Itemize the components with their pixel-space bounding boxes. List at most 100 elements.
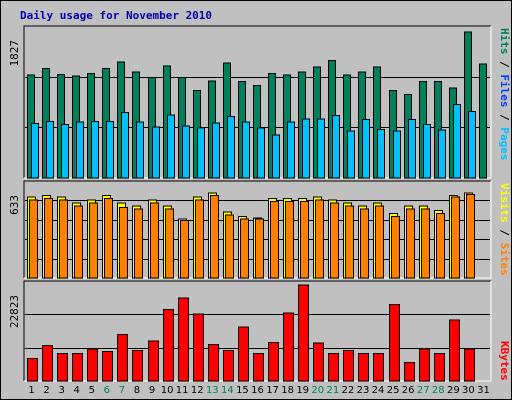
bar-pages [91, 120, 99, 179]
day-label: 10 [161, 385, 174, 396]
day-label: 22 [342, 385, 355, 396]
bar-sites [270, 201, 279, 279]
bar-pages [423, 124, 431, 179]
legend-sites: Sites [498, 243, 511, 276]
bar-pages [453, 103, 461, 179]
day-label: 5 [89, 385, 95, 396]
bar-sites [59, 199, 68, 279]
bar-kbytes [328, 353, 339, 382]
bar-pages [257, 127, 265, 179]
day-label: 15 [236, 385, 249, 396]
day-label: 19 [296, 385, 309, 396]
day-label: 21 [326, 385, 339, 396]
bar-kbytes [404, 361, 415, 382]
day-label: 16 [251, 385, 264, 396]
bar-pages [468, 111, 476, 179]
day-label: 27 [417, 385, 430, 396]
day-label: 17 [266, 385, 279, 396]
legend-separator: / [498, 108, 511, 128]
day-label: 4 [74, 385, 80, 396]
bar-pages [182, 125, 190, 179]
bar-kbytes [102, 351, 113, 382]
bar-sites [466, 193, 475, 279]
bar-sites [74, 205, 83, 279]
bar-sites [210, 195, 219, 279]
bar-sites [165, 208, 174, 279]
bar-pages [272, 134, 280, 179]
bar-kbytes [283, 312, 294, 382]
bar-pages [152, 126, 160, 179]
legend-visits: Visits [498, 183, 511, 223]
day-label: 20 [311, 385, 324, 396]
bar-pages [212, 122, 220, 179]
bar-kbytes [27, 358, 38, 382]
bar-sites [119, 206, 128, 279]
bar-kbytes [313, 342, 324, 382]
bar-sites [225, 214, 234, 279]
bar-sites [375, 205, 384, 279]
day-label: 14 [221, 385, 234, 396]
bar-kbytes [223, 349, 234, 382]
bar-kbytes [193, 313, 204, 382]
day-label: 2 [43, 385, 49, 396]
day-label: 13 [206, 385, 219, 396]
hits-panel-max-label: 1827 [8, 40, 21, 67]
visits-panel-border-dark [23, 180, 491, 278]
bar-sites [300, 201, 309, 279]
bar-pages [121, 111, 129, 179]
day-label: 25 [387, 385, 400, 396]
day-label: 24 [372, 385, 385, 396]
bar-kbytes [464, 348, 475, 382]
bar-sites [29, 199, 38, 279]
bar-kbytes [72, 353, 83, 382]
bar-sites [315, 199, 324, 279]
bar-pages [377, 128, 385, 179]
bar-pages [227, 115, 235, 179]
bar-pages [76, 121, 84, 179]
bar-kbytes [148, 340, 159, 382]
bar-pages [287, 121, 295, 179]
day-label: 30 [462, 385, 475, 396]
hits-panel-border-dark [23, 25, 491, 178]
bar-kbytes [42, 345, 53, 382]
bar-kbytes [343, 349, 354, 382]
bar-pages [332, 115, 340, 179]
bar-sites [195, 199, 204, 279]
bar-pages [106, 120, 114, 179]
legend-separator: / [498, 55, 511, 75]
kbytes-panel-border-dark [23, 280, 491, 381]
bar-sites [360, 208, 369, 279]
day-label: 29 [447, 385, 460, 396]
bar-sites [421, 208, 430, 279]
day-label: 11 [176, 385, 189, 396]
bar-kbytes [57, 353, 68, 382]
legend-files: Files [498, 74, 511, 107]
day-label: 28 [432, 385, 445, 396]
day-label: 9 [149, 385, 155, 396]
legend-hits: Hits [498, 28, 511, 55]
bar-pages [31, 123, 39, 179]
bar-sites [44, 198, 53, 279]
bar-kbytes [132, 349, 143, 382]
bar-sites [406, 208, 415, 279]
day-label: 1 [28, 385, 34, 396]
day-label: 8 [134, 385, 140, 396]
bar-pages [438, 129, 446, 179]
bar-pages [167, 114, 175, 179]
bar-sites [134, 208, 143, 279]
bar-kbytes [253, 353, 264, 382]
day-label: 7 [119, 385, 125, 396]
day-label: 31 [477, 385, 490, 396]
bar-pages [408, 119, 416, 179]
bar-sites [330, 202, 339, 279]
bar-kbytes [419, 348, 430, 382]
bar-pages [362, 119, 370, 179]
day-label: 18 [281, 385, 294, 396]
bar-pages [197, 127, 205, 179]
bar-sites [391, 215, 400, 279]
bar-kbytes [298, 284, 309, 382]
bar-kbytes [358, 353, 369, 382]
bar-sites [436, 212, 445, 279]
day-label: 23 [357, 385, 370, 396]
